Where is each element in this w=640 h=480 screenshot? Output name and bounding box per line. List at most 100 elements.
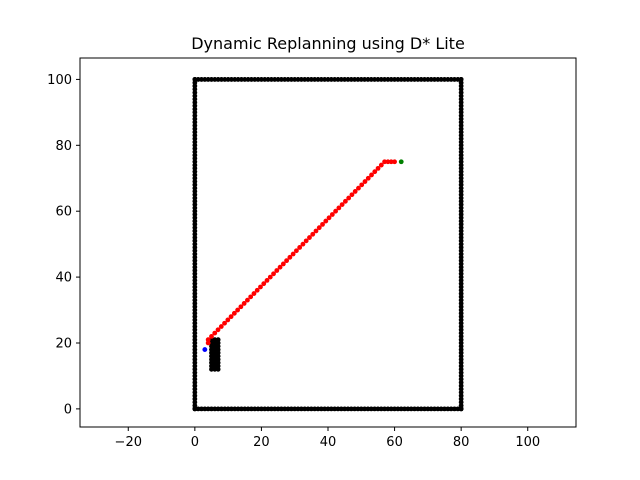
y-tick-label: 20 <box>55 336 72 351</box>
chart-title: Dynamic Replanning using D* Lite <box>191 34 465 53</box>
obstacles-point <box>195 77 201 82</box>
obstacles-point <box>408 77 414 82</box>
obstacles-point <box>209 353 214 359</box>
obstacles-point <box>442 77 447 82</box>
obstacles-point <box>282 77 288 82</box>
path-point <box>323 218 329 224</box>
path-point <box>280 261 286 267</box>
obstacles-point <box>322 77 328 82</box>
obstacles-point <box>192 245 198 250</box>
obstacles-point <box>388 406 394 412</box>
obstacles-point <box>249 406 254 412</box>
obstacles-point <box>288 406 294 412</box>
obstacles-point <box>372 77 378 82</box>
obstacles-point <box>192 172 198 178</box>
obstacles-point <box>375 406 381 412</box>
obstacles-point <box>458 113 464 119</box>
obstacles-point <box>209 343 214 349</box>
obstacles-point <box>458 192 464 198</box>
obstacles-point <box>458 231 464 237</box>
path-point <box>271 271 276 277</box>
path-point <box>245 297 250 303</box>
obstacles-point <box>232 77 238 82</box>
obstacles-point <box>458 136 464 142</box>
obstacles-point <box>192 304 198 310</box>
obstacles-point <box>192 106 198 112</box>
obstacles-point <box>458 357 464 362</box>
obstacles-point <box>192 251 198 257</box>
start-point <box>202 347 208 352</box>
obstacles-point <box>458 238 464 244</box>
obstacles-point <box>195 406 201 412</box>
obstacles-point <box>192 291 198 296</box>
path-point <box>333 208 338 214</box>
obstacles-point <box>192 353 198 359</box>
obstacles-point <box>458 245 464 250</box>
path-point <box>284 258 290 264</box>
obstacles-point <box>215 360 221 366</box>
obstacles-point <box>209 347 214 352</box>
obstacles-point <box>192 80 198 86</box>
obstacles-point <box>192 360 198 366</box>
obstacles-point <box>265 77 271 82</box>
obstacles-point <box>368 406 374 412</box>
obstacles-point <box>318 77 324 82</box>
obstacles-point <box>298 406 304 412</box>
obstacles-point <box>259 77 264 82</box>
obstacles-point <box>215 357 221 362</box>
obstacles-point <box>192 307 198 313</box>
obstacles-point <box>192 93 198 99</box>
path-point <box>382 159 387 165</box>
obstacles-point <box>458 317 464 323</box>
path-point <box>339 202 345 208</box>
obstacles-point <box>458 251 464 257</box>
path-point <box>313 228 319 234</box>
obstacles-point <box>375 77 381 82</box>
obstacles-point <box>212 360 218 366</box>
path-point <box>231 310 237 316</box>
obstacles-point <box>442 406 447 412</box>
obstacles-point <box>458 304 464 310</box>
path-point <box>385 159 391 165</box>
obstacles-point <box>192 228 198 234</box>
obstacles-point <box>252 406 258 412</box>
obstacles-point <box>382 406 387 412</box>
obstacles-point <box>458 291 464 296</box>
obstacles-point <box>458 241 464 247</box>
obstacles-point <box>448 406 454 412</box>
obstacles-point <box>295 77 301 82</box>
obstacles-point <box>192 123 198 128</box>
obstacles-point <box>192 179 198 184</box>
obstacles-point <box>458 109 464 115</box>
y-tick-label: 80 <box>55 139 72 154</box>
path-point <box>356 185 361 191</box>
obstacles-point <box>192 393 198 399</box>
obstacles-point <box>192 238 198 244</box>
obstacles-point <box>458 129 464 135</box>
obstacles-point <box>312 77 318 82</box>
obstacles-point <box>192 159 198 165</box>
obstacles-point <box>212 77 218 82</box>
obstacles-point <box>458 314 464 320</box>
obstacles-point <box>192 403 198 408</box>
obstacles-point <box>192 277 198 283</box>
obstacles-point <box>192 330 198 336</box>
obstacles-point <box>458 271 464 277</box>
y-tick-label: 100 <box>47 73 72 88</box>
path-point <box>267 274 273 280</box>
path-point <box>209 333 214 339</box>
obstacles-point <box>192 231 198 237</box>
obstacles-point <box>192 212 198 217</box>
obstacles-point <box>458 403 464 408</box>
obstacles-point <box>458 284 464 290</box>
obstacles-point <box>458 390 464 395</box>
obstacles-point <box>458 90 464 95</box>
path-point <box>290 251 296 257</box>
obstacles-point <box>458 386 464 392</box>
obstacles-point <box>405 77 411 82</box>
obstacles-point <box>209 406 214 412</box>
obstacles-point <box>315 406 321 412</box>
obstacles-point <box>192 205 198 211</box>
obstacles-point <box>215 406 221 412</box>
path-point <box>359 182 365 188</box>
